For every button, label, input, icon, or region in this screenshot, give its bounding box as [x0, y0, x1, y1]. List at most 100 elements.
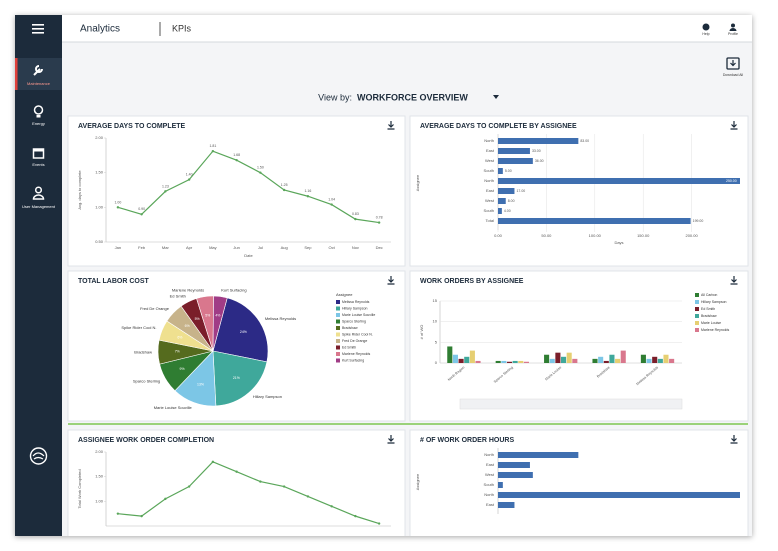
legend-swatch [336, 300, 340, 304]
bar [549, 358, 555, 363]
line-point [330, 505, 333, 508]
range-slider[interactable] [459, 398, 683, 410]
y-tick-label: 10 [433, 319, 438, 324]
bar [498, 218, 691, 224]
y-tick-label: North [484, 492, 494, 497]
data-label: 4.00 [504, 209, 511, 213]
bar [506, 361, 513, 363]
panel-title: AVERAGE DAYS TO COMPLETE [78, 123, 186, 130]
download-icon [730, 435, 738, 444]
data-label: 199.00 [693, 219, 704, 223]
slice-label: Marlene Reynolds [172, 288, 204, 293]
chart-panel: # OF WORK ORDER HOURS Assignee North East We… [409, 429, 749, 536]
x-tick-label: Apr [186, 245, 193, 250]
panel-download[interactable] [730, 435, 738, 444]
data-label: 1.68 [233, 153, 240, 157]
y-tick-label: North [484, 452, 494, 457]
legend-label: Marlene Reynolds [701, 328, 729, 332]
bar [544, 354, 550, 363]
line-point [187, 485, 191, 488]
legend-label: Ed Smith [342, 345, 356, 349]
bar [498, 452, 579, 458]
legend-label: Bradshaw [342, 326, 358, 330]
data-label: 1.50 [257, 166, 264, 170]
menu-button[interactable] [32, 24, 44, 34]
slice-label: Hillary Sampson [253, 394, 282, 399]
line-point [211, 460, 215, 464]
data-label: 83.00 [580, 139, 589, 143]
y-tick-label: North [484, 178, 494, 183]
y-axis-label: Total Work Completed [77, 469, 82, 508]
x-tick-label: Jun [233, 245, 239, 250]
x-axis-label: Date [244, 253, 253, 258]
line-point [377, 221, 381, 224]
legend-swatch [336, 326, 340, 330]
legend-swatch [336, 332, 340, 337]
data-label: 4% [215, 314, 220, 318]
bar [512, 360, 518, 363]
line-point [259, 480, 262, 483]
download-all-button[interactable]: Download All [723, 57, 743, 77]
nav-events[interactable]: Events [32, 148, 45, 167]
legend-swatch [695, 293, 699, 297]
bar [620, 350, 626, 363]
data-label: 6% [185, 324, 190, 328]
y-tick-label: South [484, 482, 494, 487]
nav-user-management[interactable]: User Management [22, 186, 56, 209]
panel-title: TOTAL LABOR COST [78, 278, 150, 285]
panel-download[interactable] [730, 276, 738, 285]
data-label: 1.04 [328, 197, 335, 201]
download-label: Download All [723, 73, 743, 77]
help-button[interactable]: Help [702, 23, 710, 36]
nav-energy[interactable]: Energy [32, 105, 45, 126]
profile-button[interactable]: Profile [728, 23, 738, 36]
bar [555, 352, 561, 363]
chart-panel: TOTAL LABOR COST 24% Melissa Reynolds 21% Hi… [67, 270, 406, 422]
data-label: 5% [205, 314, 210, 318]
panel-download[interactable] [730, 121, 738, 130]
legend-swatch [336, 306, 340, 311]
line-point [187, 178, 191, 181]
x-tick-label: 0.00 [494, 233, 503, 238]
slice-label: Marie Louise Souville [154, 405, 193, 410]
slice-label: Melissa Reynolds [265, 316, 296, 321]
x-axis-label: Days [614, 240, 623, 245]
data-label: 1.23 [162, 184, 169, 188]
legend-swatch [336, 352, 340, 356]
panel-download[interactable] [387, 276, 395, 285]
nav-label: Events [32, 162, 44, 167]
chart-panel: AVERAGE DAYS TO COMPLETE BY ASSIGNEE 0.00… [409, 115, 749, 267]
panel-download[interactable] [387, 121, 395, 130]
nav-maintenance[interactable]: Maintenance [15, 58, 62, 90]
panel-bg [67, 429, 406, 536]
legend-label: Ed Smith [701, 307, 715, 311]
x-tick-label: Nov [352, 245, 359, 250]
y-tick-label: 15 [433, 298, 438, 303]
y-tick-label: East [486, 462, 495, 467]
x-tick-label: 200.00 [685, 233, 698, 238]
y-tick-label: West [485, 472, 495, 477]
line-point [116, 512, 120, 515]
bar [498, 188, 515, 194]
view-by-selector[interactable]: View by: WORKFORCE OVERVIEW [318, 92, 499, 102]
y-axis-label: # of WO [419, 325, 424, 340]
bar [498, 148, 530, 154]
line-point [140, 514, 143, 518]
data-label: 0.78 [376, 216, 383, 220]
x-tick-label: Aug [281, 245, 288, 250]
panel-title: ASSIGNEE WORK ORDER COMPLETION [78, 437, 214, 444]
panels: AVERAGE DAYS TO COMPLETE 0.50 1.00 1.50 2.00… [67, 115, 749, 536]
slice-label: Spike Rider Cool N. [121, 325, 156, 330]
bar [592, 358, 598, 363]
legend-swatch [695, 314, 699, 318]
y-tick-label: 0 [435, 360, 438, 365]
y-tick-label: West [485, 198, 495, 203]
section-title: Analytics [80, 24, 120, 35]
legend-swatch [695, 300, 699, 304]
chart-panel: ASSIGNEE WORK ORDER COMPLETION 1.00 1.50 2.… [67, 429, 406, 536]
panel-download[interactable] [387, 435, 395, 444]
line-series [117, 150, 380, 224]
bar [458, 358, 464, 363]
download-icon [387, 276, 395, 285]
